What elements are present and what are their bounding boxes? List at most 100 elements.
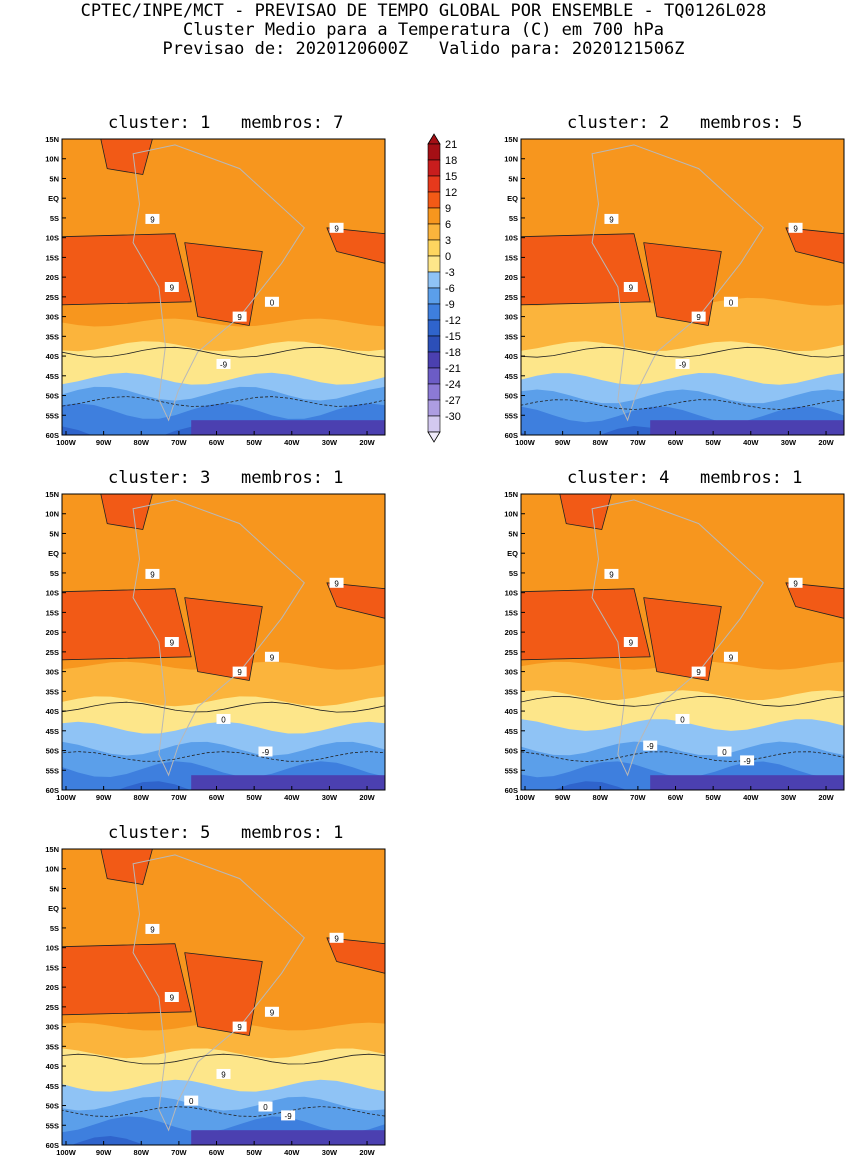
colorbar-swatch: [427, 383, 441, 401]
lon-tick-label: 60W: [668, 438, 684, 447]
svg-text:9: 9: [334, 579, 339, 588]
colorbar-label: 12: [445, 187, 457, 199]
contour-label: 9: [145, 923, 160, 934]
colorbar-swatch: [427, 319, 441, 337]
cluster-map: 9 9 9 9 0 -9 15N 10N 5N EQ 5S 10S 15S 20S 25S 30S 35S 40S…: [45, 135, 386, 447]
svg-text:0: 0: [680, 715, 685, 724]
cluster-map: 9 9 9 9 9 0 -9 15N 10N 5N EQ 5S 10S 15S 20S 25S 30S 35S 40…: [45, 490, 386, 802]
contour-label: 9: [329, 932, 344, 943]
lat-tick-label: 60S: [505, 431, 518, 440]
contour-label: 9: [264, 651, 279, 662]
svg-text:9: 9: [150, 215, 155, 224]
contour-label: 0: [723, 296, 738, 307]
cluster-title: cluster: 1 membros: 7: [108, 113, 344, 133]
lon-tick-label: 50W: [246, 438, 262, 447]
contour-label: 9: [623, 637, 638, 648]
colorbar-swatch: [427, 223, 441, 241]
lat-tick-label: 15N: [45, 490, 59, 499]
lat-tick-label: 40S: [505, 707, 518, 716]
lon-tick-label: 40W: [284, 438, 300, 447]
lat-tick-label: 15S: [46, 253, 59, 262]
lat-tick-label: 20S: [46, 628, 59, 637]
lat-tick-label: 10N: [45, 510, 59, 519]
contour-label: -9: [740, 755, 755, 766]
lat-tick-label: 15N: [45, 135, 59, 144]
lat-tick-label: EQ: [507, 549, 518, 558]
lon-tick-label: 80W: [134, 438, 150, 447]
svg-text:9: 9: [270, 1008, 275, 1017]
lat-tick-label: 10S: [46, 944, 59, 953]
svg-text:9: 9: [729, 653, 734, 662]
colorbar-swatch: [427, 335, 441, 353]
svg-text:9: 9: [221, 1070, 226, 1079]
svg-text:9: 9: [150, 570, 155, 579]
lat-tick-label: 55S: [505, 766, 518, 775]
lat-tick-label: 30S: [46, 668, 59, 677]
colorbar-label: -18: [445, 347, 461, 359]
lon-tick-label: 70W: [171, 1148, 187, 1157]
contour-label: 0: [675, 713, 690, 724]
colorbar-label: 9: [445, 203, 451, 215]
lon-tick-label: 100W: [515, 793, 536, 802]
lat-tick-label: 45S: [46, 372, 59, 381]
lon-tick-label: 90W: [555, 793, 571, 802]
lat-tick-label: 5S: [50, 924, 59, 933]
lon-tick-label: 30W: [322, 1148, 338, 1157]
lat-tick-label: 30S: [505, 668, 518, 677]
lat-tick-label: 60S: [46, 1141, 59, 1150]
svg-text:9: 9: [609, 570, 614, 579]
contour-label: 0: [717, 746, 732, 757]
svg-text:0: 0: [263, 1103, 268, 1112]
lat-tick-label: 30S: [46, 313, 59, 322]
cluster-title: cluster: 5 membros: 1: [108, 823, 344, 843]
contour-label: 9: [788, 577, 803, 588]
lon-tick-label: 100W: [56, 1148, 77, 1157]
contour-label: 9: [232, 1021, 247, 1032]
svg-text:9: 9: [170, 994, 175, 1003]
cluster-map: 9 9 9 9 0 -9 15N 10N 5N EQ 5S 10S 15S 20S 25S 30S 35S 40S…: [504, 135, 845, 447]
lat-tick-label: 40S: [46, 1062, 59, 1071]
contour-label: 0: [184, 1095, 199, 1106]
lat-tick-label: 20S: [46, 983, 59, 992]
lat-tick-label: 25S: [505, 293, 518, 302]
lat-tick-label: 10N: [504, 510, 518, 519]
svg-text:0: 0: [722, 748, 727, 757]
lat-tick-label: 50S: [505, 392, 518, 401]
contour-label: 9: [691, 311, 706, 322]
svg-text:9: 9: [629, 284, 634, 293]
lat-tick-label: 25S: [46, 293, 59, 302]
lat-tick-label: 5S: [509, 214, 518, 223]
colorbar-swatch: [427, 143, 441, 161]
contour-label: 9: [604, 568, 619, 579]
lon-tick-label: 20W: [359, 793, 375, 802]
header-subtitle: Cluster Medio para a Temperatura (C) em …: [182, 20, 665, 40]
colorbar-swatch: [427, 287, 441, 305]
lat-tick-label: 10S: [46, 234, 59, 243]
lat-tick-label: 15S: [46, 963, 59, 972]
lon-tick-label: 60W: [209, 1148, 225, 1157]
cluster-map: 9 9 9 9 9 9 0 0 -9 15N 10N 5N EQ 5S 10S 15S 20S 25S 30S 35S…: [45, 845, 386, 1157]
lat-tick-label: 40S: [46, 352, 59, 361]
svg-text:9: 9: [170, 639, 175, 648]
lat-tick-label: 45S: [46, 727, 59, 736]
lat-tick-label: 15N: [45, 845, 59, 854]
contour-label: 9: [788, 222, 803, 233]
lat-tick-label: 35S: [505, 332, 518, 341]
header-dates: Previsao de: 2020120600Z Valido para: 20…: [162, 39, 685, 59]
contour-label: -9: [216, 358, 231, 369]
lon-tick-label: 50W: [705, 438, 721, 447]
svg-text:0: 0: [270, 298, 275, 307]
colorbar-swatch: [427, 351, 441, 369]
contour-label: 9: [691, 666, 706, 677]
lat-tick-label: 5N: [49, 174, 59, 183]
colorbar-swatch: [427, 191, 441, 209]
lat-tick-label: 5N: [49, 884, 59, 893]
lat-tick-label: 55S: [46, 411, 59, 420]
colorbar-label: 3: [445, 235, 451, 247]
contour-label: 9: [623, 282, 638, 293]
lat-tick-label: 5N: [49, 529, 59, 538]
lat-tick-label: 50S: [505, 747, 518, 756]
colorbar-swatch: [427, 207, 441, 225]
colorbar-swatch: [427, 271, 441, 289]
lat-tick-label: 10N: [45, 865, 59, 874]
